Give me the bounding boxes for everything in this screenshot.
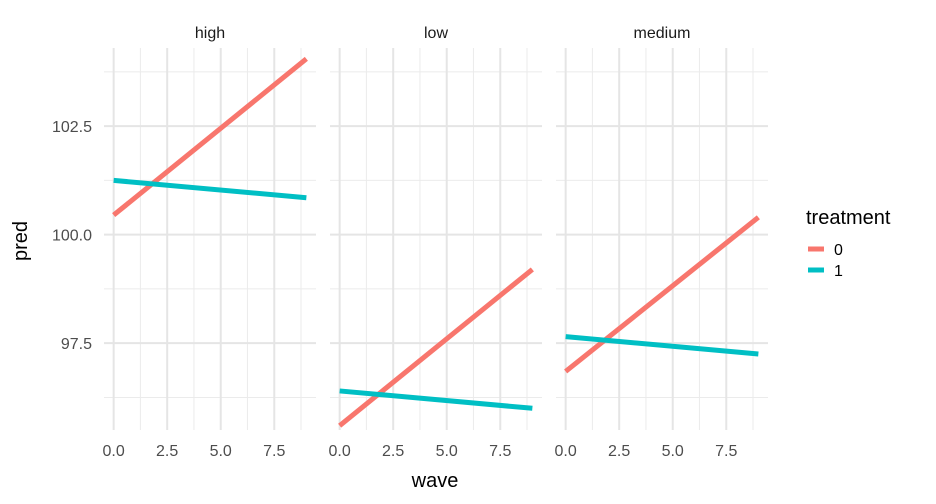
x-tick-label: 2.5 — [156, 443, 178, 460]
series-line-low-treatment-1 — [339, 388, 533, 411]
facet-panel-high: high 0.0 2.5 5.0 7.5 — [103, 25, 316, 460]
legend-label: 1 — [834, 263, 843, 280]
x-axis-title: wave — [411, 470, 459, 492]
x-tick-label: 7.5 — [489, 443, 511, 460]
x-tick-label: 7.5 — [263, 443, 285, 460]
x-tick-label: 5.0 — [436, 443, 458, 460]
facet-label: high — [195, 25, 225, 42]
facet-label: low — [424, 25, 448, 42]
legend-title: treatment — [806, 207, 891, 229]
x-tick-label: 5.0 — [210, 443, 232, 460]
y-axis-title: pred — [10, 221, 32, 261]
series-line-medium-treatment-0 — [564, 215, 760, 374]
legend-item-0: 0 — [808, 242, 843, 259]
y-tick-label: 97.5 — [61, 336, 92, 353]
legend-label: 0 — [834, 242, 843, 259]
y-tick-label: 102.5 — [52, 119, 92, 136]
series-line-medium-treatment-1 — [565, 334, 759, 357]
x-tick-label: 0.0 — [329, 443, 351, 460]
x-tick-label: 7.5 — [715, 443, 737, 460]
legend-item-1: 1 — [808, 263, 843, 280]
series-line-high-treatment-1 — [113, 177, 307, 201]
facet-panel-medium: medium 0.0 2.5 5.0 7.5 — [555, 25, 768, 460]
y-tick-label: 100.0 — [52, 228, 92, 245]
y-axis: 97.5 100.0 102.5 — [52, 119, 92, 353]
legend: treatment 01 — [806, 207, 891, 280]
series-line-high-treatment-0 — [112, 56, 308, 218]
x-tick-label: 0.0 — [103, 443, 125, 460]
facet-panel-low: low 0.0 2.5 5.0 7.5 — [329, 25, 542, 460]
series-line-low-treatment-0 — [338, 267, 534, 428]
facet-label: medium — [634, 25, 691, 42]
x-tick-label: 5.0 — [662, 443, 684, 460]
x-tick-label: 2.5 — [382, 443, 404, 460]
x-tick-label: 2.5 — [608, 443, 630, 460]
legend-items: 01 — [808, 242, 843, 280]
facet-panels: high 0.0 2.5 5.0 7.5 low 0.0 2.5 5.0 7.5 medium 0.0… — [103, 25, 768, 460]
x-tick-label: 0.0 — [555, 443, 577, 460]
